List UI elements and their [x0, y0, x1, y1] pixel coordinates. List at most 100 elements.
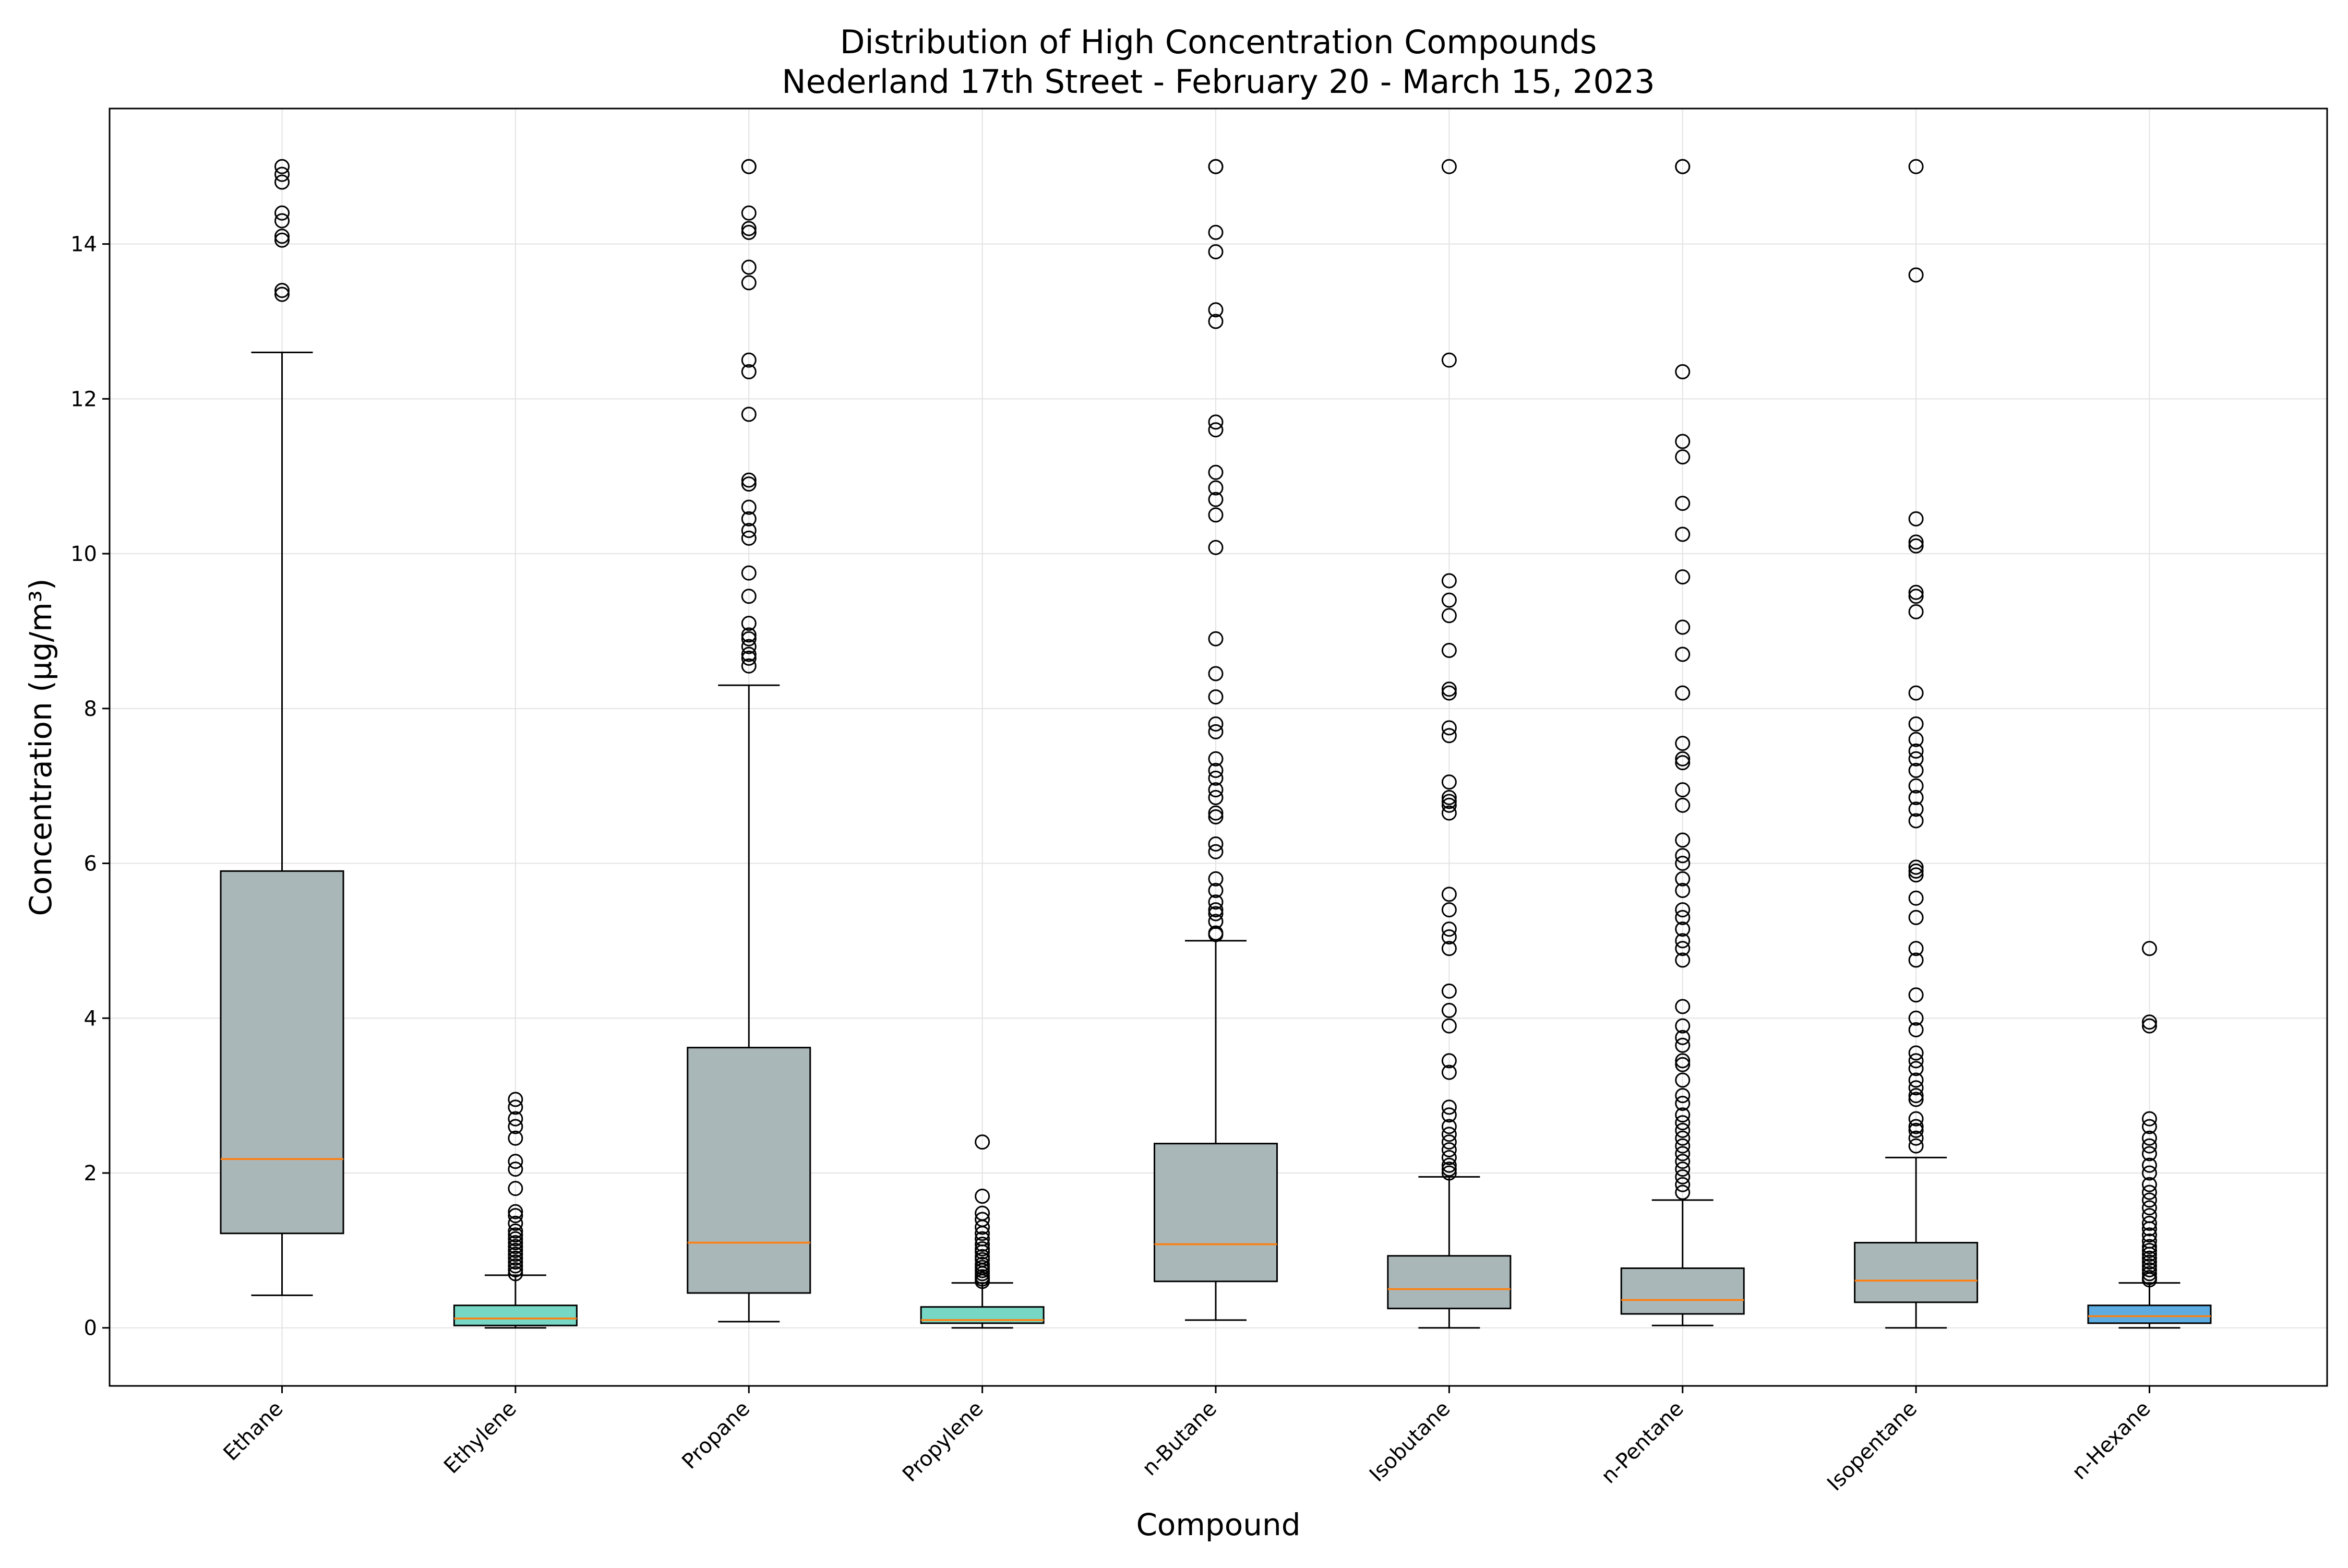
outlier-point	[1908, 952, 1924, 968]
outlier-point	[2141, 1177, 2157, 1192]
outlier-point	[2141, 1247, 2157, 1262]
y-tick-label: 6	[84, 852, 97, 876]
outlier-point	[508, 1235, 523, 1251]
outlier-point	[1675, 902, 1691, 918]
outlier-point	[1675, 1072, 1691, 1088]
outlier-point	[1908, 909, 1924, 925]
outlier-point	[1908, 589, 1924, 604]
outlier-point	[741, 221, 757, 236]
outlier-point	[1441, 921, 1457, 937]
outlier-point	[2141, 1272, 2157, 1288]
outlier-point	[1675, 449, 1691, 465]
outlier-point	[274, 232, 290, 248]
outlier-point	[741, 511, 757, 526]
outlier-point	[2141, 1254, 2157, 1270]
outlier-point	[1441, 573, 1457, 589]
outlier-point	[274, 166, 290, 182]
outlier-point	[1675, 1146, 1691, 1162]
outlier-point	[1441, 685, 1457, 701]
box-ethylene	[453, 1092, 578, 1329]
outlier-point	[1908, 584, 1924, 600]
outlier-point	[1441, 805, 1457, 821]
outlier-point	[1675, 751, 1691, 767]
outlier-point	[1208, 480, 1224, 496]
outlier-point	[2141, 1111, 2157, 1127]
outlier-point	[1675, 1088, 1691, 1104]
outlier-point	[1675, 999, 1691, 1014]
y-tick-label: 10	[70, 542, 97, 566]
outlier-point	[1908, 1122, 1924, 1138]
outlier-point	[741, 631, 757, 647]
outlier-point	[1675, 1154, 1691, 1169]
outlier-point	[2141, 941, 2157, 956]
outlier-point	[1675, 1057, 1691, 1072]
outlier-point	[1675, 909, 1691, 925]
outlier-point	[1208, 302, 1224, 318]
outlier-point	[2141, 1138, 2157, 1154]
outlier-point	[1208, 507, 1224, 523]
outlier-point	[1441, 902, 1457, 918]
outlier-point	[508, 1262, 523, 1277]
outlier-point	[2141, 1227, 2157, 1243]
outlier-point	[508, 1247, 523, 1262]
outlier-point	[1208, 422, 1224, 438]
outlier-point	[1441, 929, 1457, 944]
outlier-point	[1441, 728, 1457, 744]
outlier-point	[1675, 782, 1691, 798]
outlier-point	[1908, 1138, 1924, 1154]
outlier-point	[508, 1227, 523, 1243]
outlier-point	[1441, 1002, 1457, 1018]
outlier-point	[1908, 1092, 1924, 1107]
outlier-point	[1208, 927, 1224, 942]
outlier-point	[1441, 1165, 1457, 1181]
outlier-point	[741, 658, 757, 674]
outlier-point	[1208, 805, 1224, 821]
outlier-point	[1441, 1127, 1457, 1142]
outlier-point	[1208, 882, 1224, 898]
box-isopentane	[1854, 159, 1979, 1329]
outlier-point	[1675, 797, 1691, 813]
outlier-point	[274, 229, 290, 244]
outlier-point	[1208, 894, 1224, 910]
outlier-point	[1441, 1064, 1457, 1080]
outlier-point	[1908, 863, 1924, 879]
outlier-point	[1908, 1053, 1924, 1069]
outlier-point	[1908, 1022, 1924, 1038]
outlier-point	[508, 1154, 523, 1169]
outlier-point	[508, 1239, 523, 1254]
outlier-point	[1908, 1088, 1924, 1104]
outlier-point	[508, 1162, 523, 1177]
outlier-point	[508, 1242, 523, 1258]
outlier-point	[1208, 244, 1224, 259]
outlier-point	[1675, 882, 1691, 898]
outlier-point	[1208, 159, 1224, 174]
outlier-point	[1908, 763, 1924, 779]
outlier-point	[1675, 364, 1691, 379]
outlier-point	[508, 1254, 523, 1270]
outlier-point	[741, 499, 757, 515]
outlier-point	[1208, 724, 1224, 739]
outlier-point	[1208, 631, 1224, 647]
outlier-point	[1208, 836, 1224, 852]
outlier-point	[1908, 1080, 1924, 1096]
outlier-point	[508, 1223, 523, 1239]
outlier-point	[975, 1189, 990, 1204]
outlier-point	[741, 523, 757, 538]
outlier-point	[741, 352, 757, 368]
outlier-point	[1675, 159, 1691, 174]
outlier-point	[1908, 1130, 1924, 1146]
outlier-point	[1441, 1142, 1457, 1157]
outlier-point	[1675, 871, 1691, 887]
y-tick-label: 8	[84, 697, 97, 721]
outlier-point	[2141, 1157, 2157, 1173]
outlier-point	[1908, 538, 1924, 554]
outlier-point	[1908, 789, 1924, 805]
outlier-point	[274, 205, 290, 221]
outlier-point	[1208, 789, 1224, 805]
outlier-point	[508, 1215, 523, 1231]
outlier-point	[2141, 1239, 2157, 1254]
outlier-point	[1208, 871, 1224, 887]
outlier-point	[1908, 1045, 1924, 1061]
